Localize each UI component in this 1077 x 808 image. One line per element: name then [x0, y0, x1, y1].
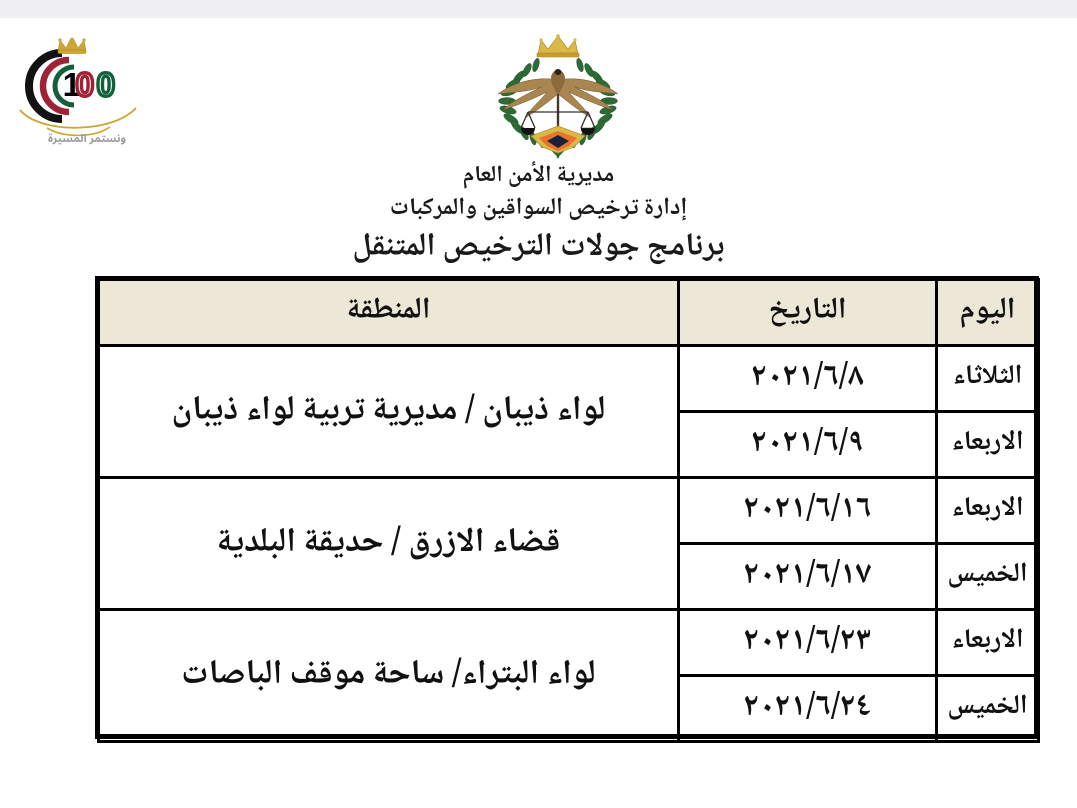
svg-text:0: 0 — [76, 66, 94, 103]
svg-text:0: 0 — [97, 66, 115, 103]
